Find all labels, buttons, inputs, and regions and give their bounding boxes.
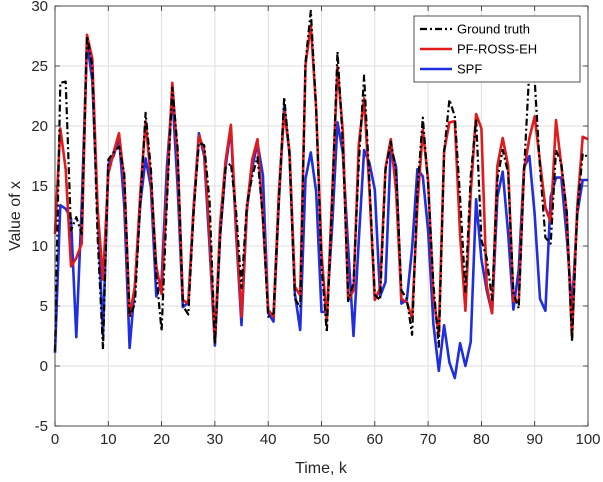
y-tick-label: 15 xyxy=(31,178,48,195)
series-line-spf xyxy=(53,40,588,380)
x-tick-label: 30 xyxy=(207,431,224,448)
legend-label-spf: SPF xyxy=(457,62,482,77)
x-tick-label: 50 xyxy=(313,431,330,448)
legend-label-ground-truth: Ground truth xyxy=(457,22,530,37)
ticks xyxy=(54,5,589,427)
y-tick-label: 0 xyxy=(40,358,48,375)
x-axis-label: Time, k xyxy=(295,460,348,477)
x-tick-label: 20 xyxy=(153,431,170,448)
x-tick-label: 80 xyxy=(473,431,490,448)
y-tick-label: 30 xyxy=(31,0,48,15)
y-tick-label: 10 xyxy=(31,238,48,255)
x-tick-label: 90 xyxy=(526,431,543,448)
y-tick-label: -5 xyxy=(35,418,48,435)
x-tick-label: 0 xyxy=(51,431,59,448)
series-line-ground-truth xyxy=(53,9,589,352)
series-layer xyxy=(53,9,589,380)
x-tick-label: 40 xyxy=(260,431,277,448)
x-tick-label: 100 xyxy=(575,431,600,448)
x-tick-label: 10 xyxy=(100,431,117,448)
y-tick-label: 5 xyxy=(40,298,48,315)
legend: Ground truth PF-ROSS-EH SPF xyxy=(413,15,581,83)
y-tick-label: 20 xyxy=(31,118,48,135)
x-tick-label: 60 xyxy=(366,431,383,448)
y-tick-label: 25 xyxy=(31,58,48,75)
y-axis-label: Value of x xyxy=(7,181,24,251)
x-tick-label: 70 xyxy=(420,431,437,448)
legend-label-pf-ross-eh: PF-ROSS-EH xyxy=(457,42,537,57)
